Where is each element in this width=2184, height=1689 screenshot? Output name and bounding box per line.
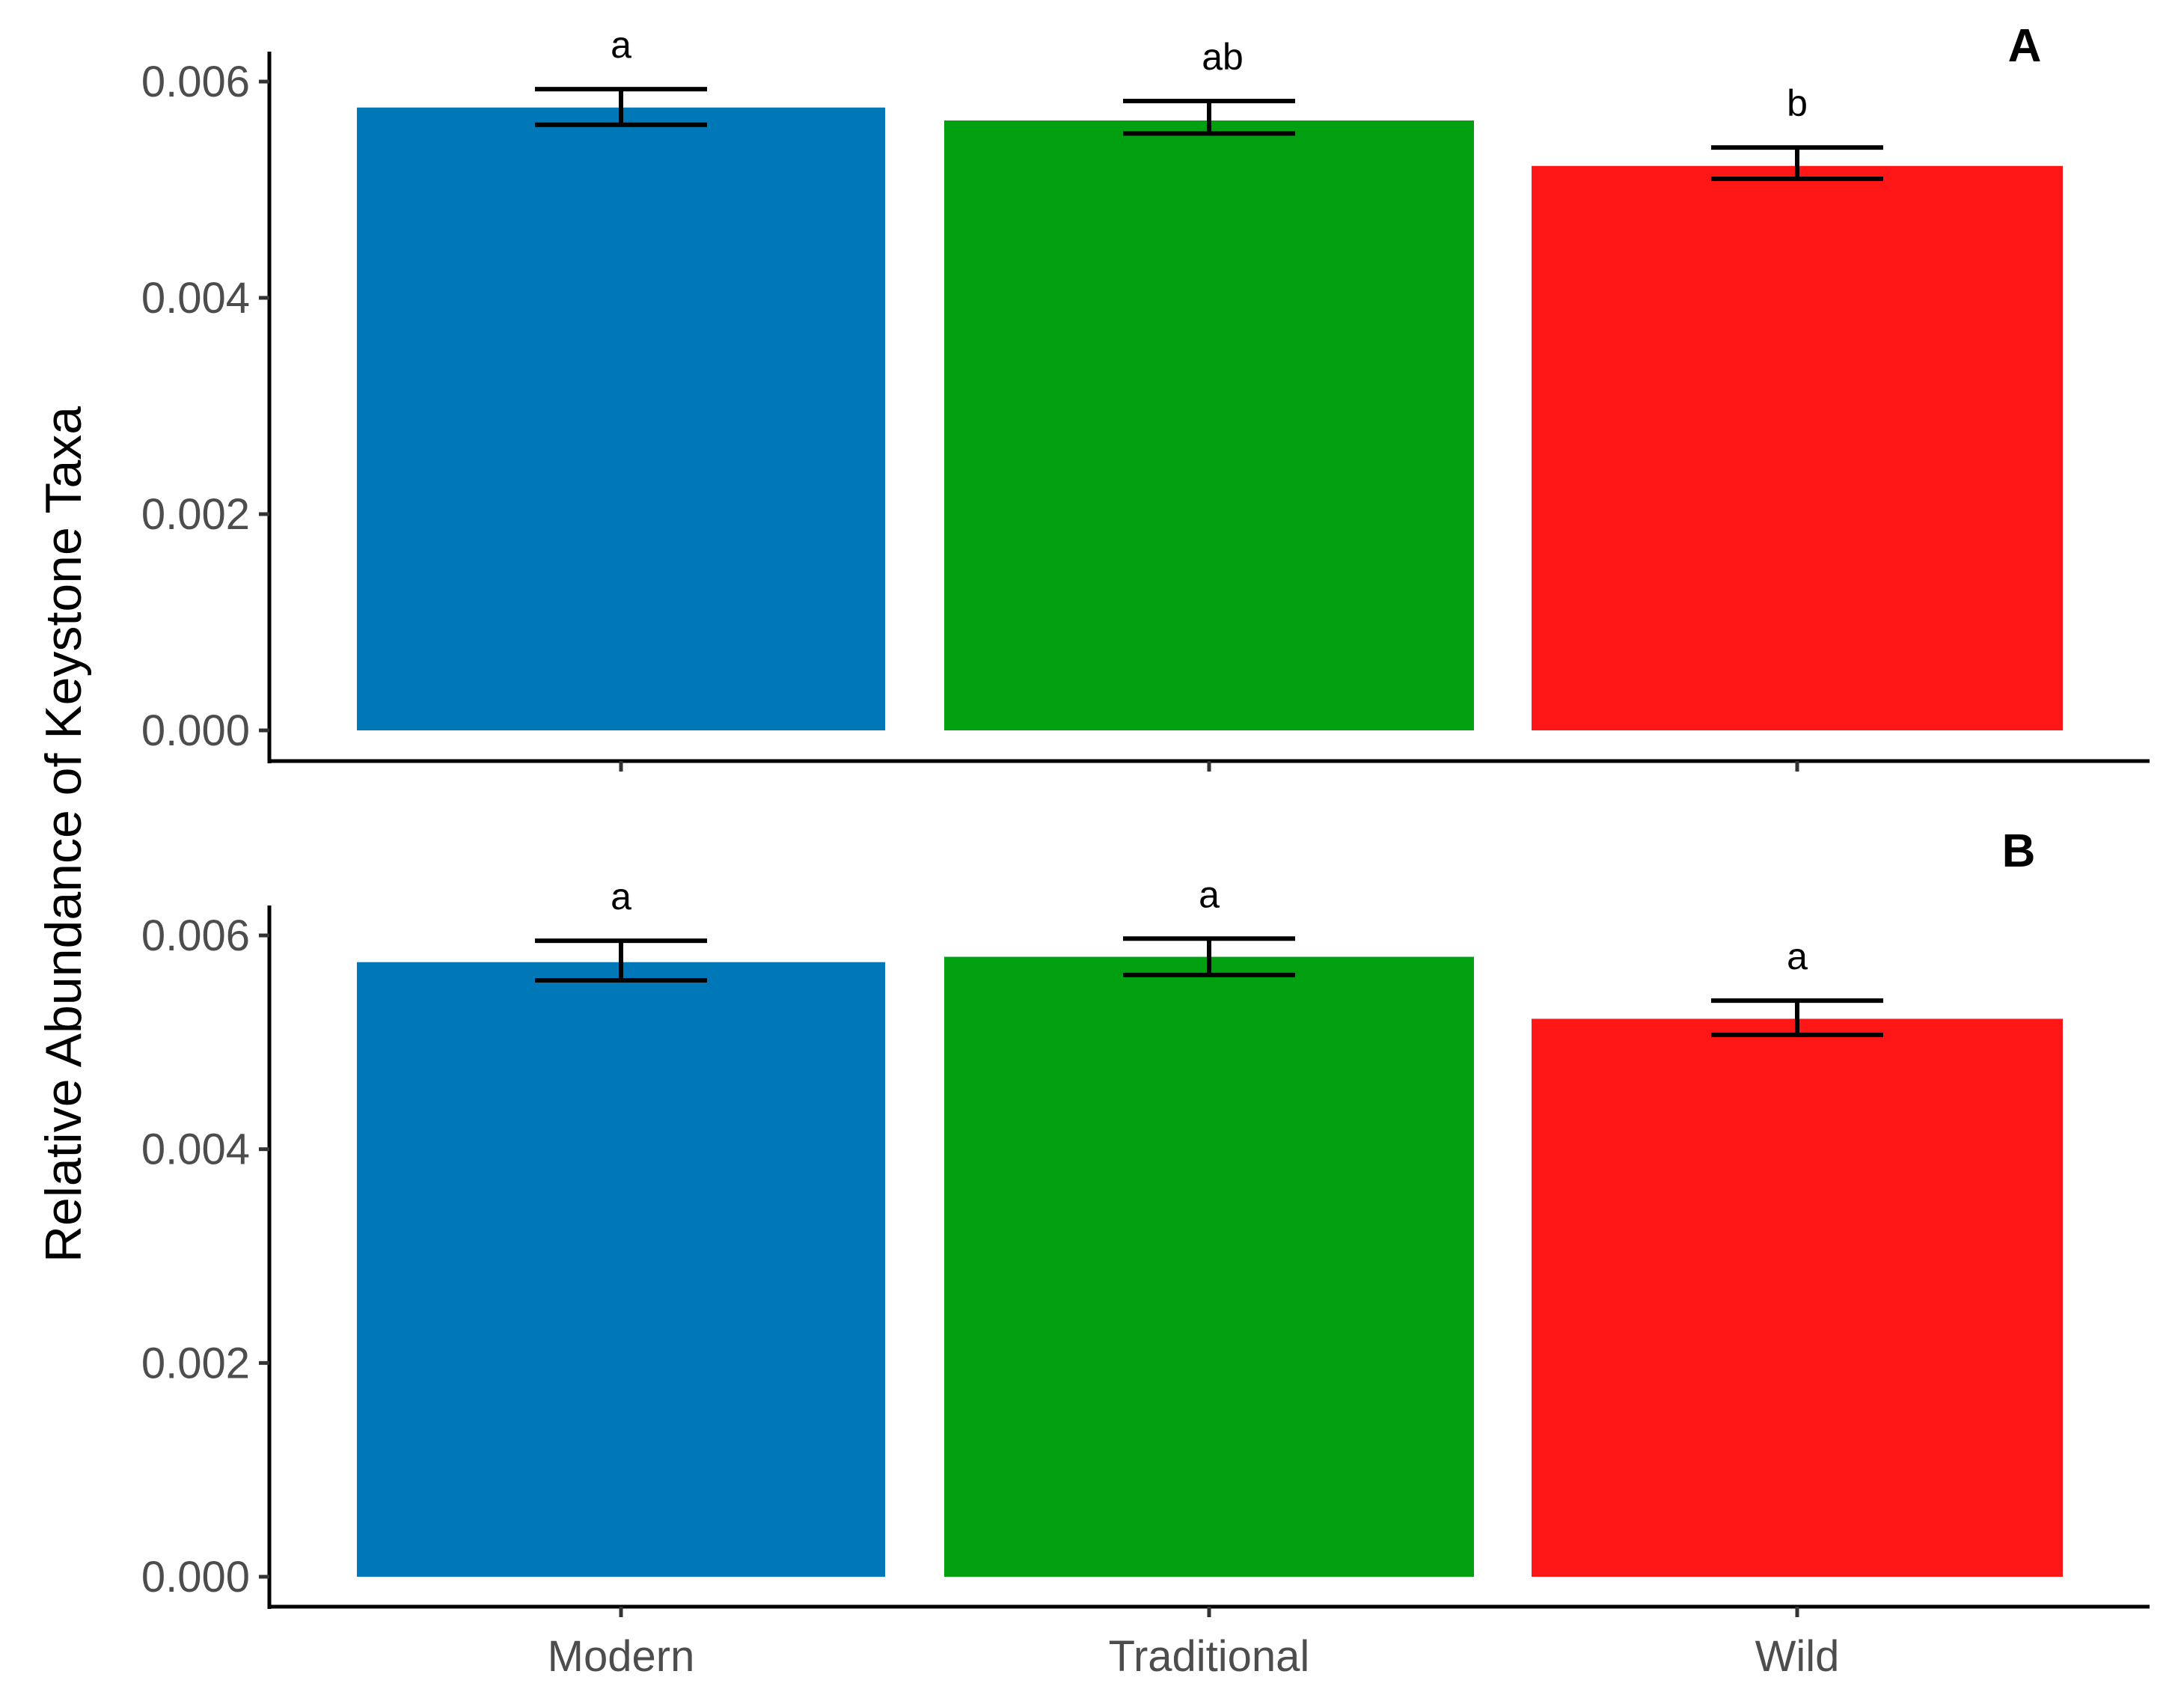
significance-label-b-modern: a	[611, 876, 631, 917]
y-tick-label-b-0: 0.000	[141, 1553, 250, 1601]
x-tick-label-traditional: Traditional	[1109, 1632, 1310, 1681]
y-tick-label-b-3: 0.006	[141, 911, 250, 960]
bar-a-wild	[1532, 165, 2063, 730]
error-bar-a-traditional	[1123, 99, 1295, 136]
significance-label-a-traditional: ab	[1202, 36, 1244, 78]
error-bar-b-wild	[1711, 998, 1883, 1037]
error-bar-a-modern	[535, 87, 707, 127]
y-tick-label-a-0: 0.000	[141, 706, 250, 755]
panel-b: a a a 0.000 0.002 0.004 0.006 Modern Traditional…	[141, 825, 2150, 1681]
error-bar-a-wild	[1711, 145, 1883, 182]
bar-b-traditional	[944, 956, 1474, 1577]
x-tick-label-modern: Modern	[548, 1632, 695, 1681]
error-bar-b-modern	[535, 938, 707, 983]
y-axis-title: Relative Abundance of Keystone Taxa	[35, 406, 92, 1262]
error-bar-b-traditional	[1123, 936, 1295, 977]
panel-a: a ab b 0.000 0.002 0.004 0.006 A	[141, 20, 2150, 772]
y-tick-label-b-2: 0.004	[141, 1126, 250, 1174]
significance-label-b-wild: a	[1787, 935, 1808, 977]
y-tick-label-a-1: 0.002	[141, 490, 250, 539]
panel-label-a: A	[2008, 20, 2042, 72]
significance-label-a-modern: a	[611, 24, 631, 66]
significance-label-b-traditional: a	[1199, 873, 1220, 915]
x-tick-label-wild: Wild	[1755, 1632, 1840, 1681]
bar-a-traditional	[944, 120, 1474, 730]
bar-a-modern	[357, 107, 885, 730]
y-tick-label-a-2: 0.004	[141, 274, 250, 323]
y-tick-label-a-3: 0.006	[141, 58, 250, 106]
y-tick-label-b-1: 0.002	[141, 1339, 250, 1387]
bar-b-modern	[357, 962, 885, 1577]
significance-label-a-wild: b	[1787, 82, 1808, 124]
bar-b-wild	[1532, 1018, 2063, 1577]
panel-label-b: B	[2002, 825, 2036, 877]
